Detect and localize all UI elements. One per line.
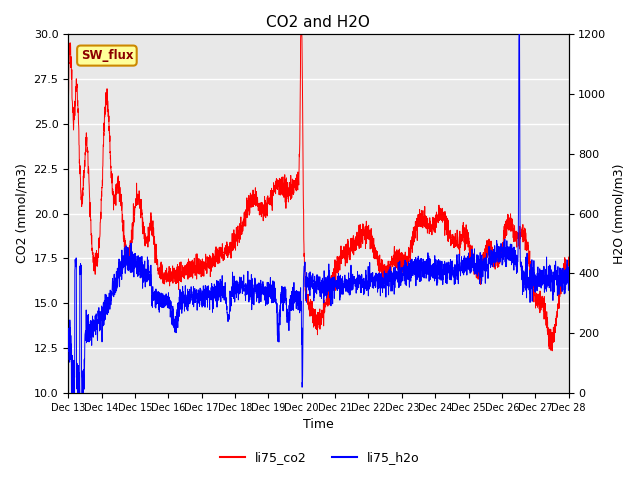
Y-axis label: H2O (mmol/m3): H2O (mmol/m3): [612, 163, 625, 264]
Y-axis label: CO2 (mmol/m3): CO2 (mmol/m3): [15, 164, 28, 264]
Legend: li75_co2, li75_h2o: li75_co2, li75_h2o: [215, 446, 425, 469]
Text: SW_flux: SW_flux: [81, 49, 133, 62]
X-axis label: Time: Time: [303, 419, 333, 432]
Title: CO2 and H2O: CO2 and H2O: [266, 15, 371, 30]
